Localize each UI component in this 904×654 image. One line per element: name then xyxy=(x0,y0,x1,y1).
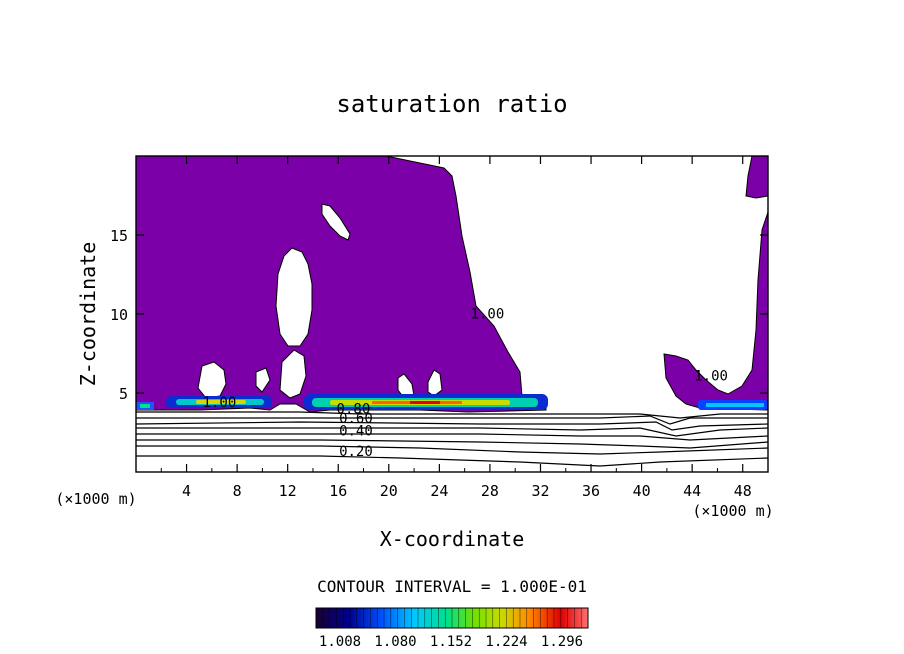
unsaturated-hole-1 xyxy=(275,247,313,347)
y-tick-label: 5 xyxy=(119,385,128,403)
y-tick-label: 15 xyxy=(110,227,128,245)
plot-area xyxy=(136,156,768,467)
y-axis-title: Z-coordinate xyxy=(76,242,100,387)
x-axis-title: X-coordinate xyxy=(380,527,525,551)
saturated-region-right xyxy=(663,156,768,411)
x-tick-label: 32 xyxy=(531,482,549,500)
unsaturated-hole-5 xyxy=(279,349,307,399)
contour-label: 1.00 xyxy=(203,395,237,411)
contour-label: 1.00 xyxy=(471,307,505,323)
saturated-region-left xyxy=(136,156,547,413)
x-tick-label: 12 xyxy=(279,482,297,500)
colorbar-tick-label: 1.152 xyxy=(430,634,472,650)
cloud-band-b-peak xyxy=(410,401,440,404)
contour-label: 1.00 xyxy=(694,368,728,384)
x-tick-label: 24 xyxy=(430,482,448,500)
colorbar-tick-label: 1.080 xyxy=(374,634,416,650)
unsaturated-hole-2 xyxy=(321,203,351,241)
colorbar-ticks: 1.008 1.080 1.152 1.224 1.296 xyxy=(319,608,583,650)
x-tick-label: 36 xyxy=(582,482,600,500)
x-tick-label: 8 xyxy=(233,482,242,500)
x-tick-label: 48 xyxy=(734,482,752,500)
colorbar-tick-label: 1.224 xyxy=(485,634,527,650)
contour-labels: 1.00 0.800.600.40 0.20 1.00 1.00 xyxy=(203,307,728,460)
colorbar: 1.008 1.080 1.152 1.224 1.296 xyxy=(315,607,589,650)
unsaturated-hole-7 xyxy=(427,369,443,397)
x-unit-right: (×1000 m) xyxy=(692,502,773,520)
x-axis: 4 8 12 16 20 24 28 32 36 40 44 48 xyxy=(160,156,752,500)
x-tick-label: 44 xyxy=(683,482,701,500)
cloud-band-left-core xyxy=(140,404,150,408)
cloud-band-right-core xyxy=(706,403,764,407)
colorbar-tick-label: 1.008 xyxy=(319,634,361,650)
x-tick-label: 4 xyxy=(182,482,191,500)
x-tick-label: 20 xyxy=(380,482,398,500)
contour-label: 0.40 xyxy=(339,424,373,440)
cloud-band-a-core xyxy=(196,400,246,404)
contour-interval-text: CONTOUR INTERVAL = 1.000E-01 xyxy=(317,577,587,596)
contour-label: 0.80 xyxy=(337,402,371,418)
x-tick-label: 40 xyxy=(633,482,651,500)
y-tick-label: 10 xyxy=(110,306,128,324)
unsaturated-hole-3 xyxy=(197,361,227,399)
unsaturated-hole-4 xyxy=(255,367,271,393)
contour-lines xyxy=(136,411,768,467)
contour-label: 0.20 xyxy=(339,444,373,460)
y-axis: 5 10 15 xyxy=(110,227,768,403)
contour-label: 0.60 xyxy=(339,411,373,427)
x-unit-left: (×1000 m) xyxy=(55,490,136,508)
chart-title: saturation ratio xyxy=(336,90,567,118)
x-tick-label: 28 xyxy=(481,482,499,500)
saturated-region-right-top xyxy=(745,156,768,199)
x-tick-label: 16 xyxy=(329,482,347,500)
colorbar-tick-label: 1.296 xyxy=(541,634,583,650)
